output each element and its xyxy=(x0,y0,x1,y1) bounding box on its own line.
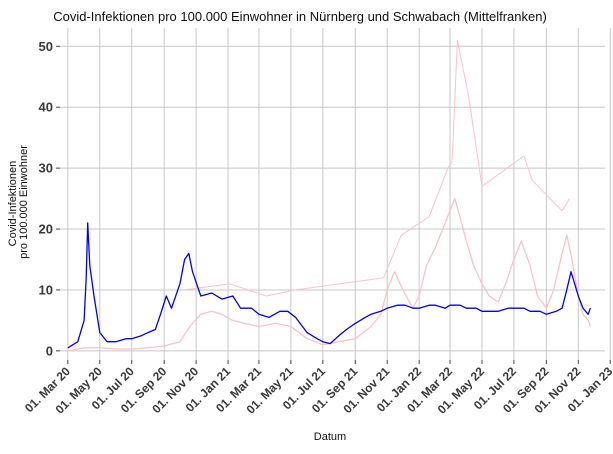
x-axis-title: Datum xyxy=(314,431,346,443)
series-layer xyxy=(67,39,591,352)
y-tick-label: 0 xyxy=(46,343,53,358)
chart-title: Covid-Infektionen pro 100.000 Einwohner … xyxy=(53,9,547,24)
y-tick-label: 40 xyxy=(39,100,53,115)
y-tick-label: 30 xyxy=(39,161,53,176)
y-tick-label: 10 xyxy=(39,282,53,297)
series-line-1 xyxy=(67,197,591,352)
y-axis-title: Covid-Infektionen pro 100.000 Einwohner xyxy=(7,145,30,259)
y-tick-label: 50 xyxy=(39,39,53,54)
series-line-0 xyxy=(67,222,591,349)
y-axis-title-line-1: Covid-Infektionen xyxy=(7,161,19,247)
series-line-2 xyxy=(184,39,570,297)
y-tick-label: 20 xyxy=(39,222,53,237)
y-axis-title-line-2: pro 100.000 Einwohner xyxy=(18,145,30,259)
grid-layer xyxy=(60,28,611,360)
